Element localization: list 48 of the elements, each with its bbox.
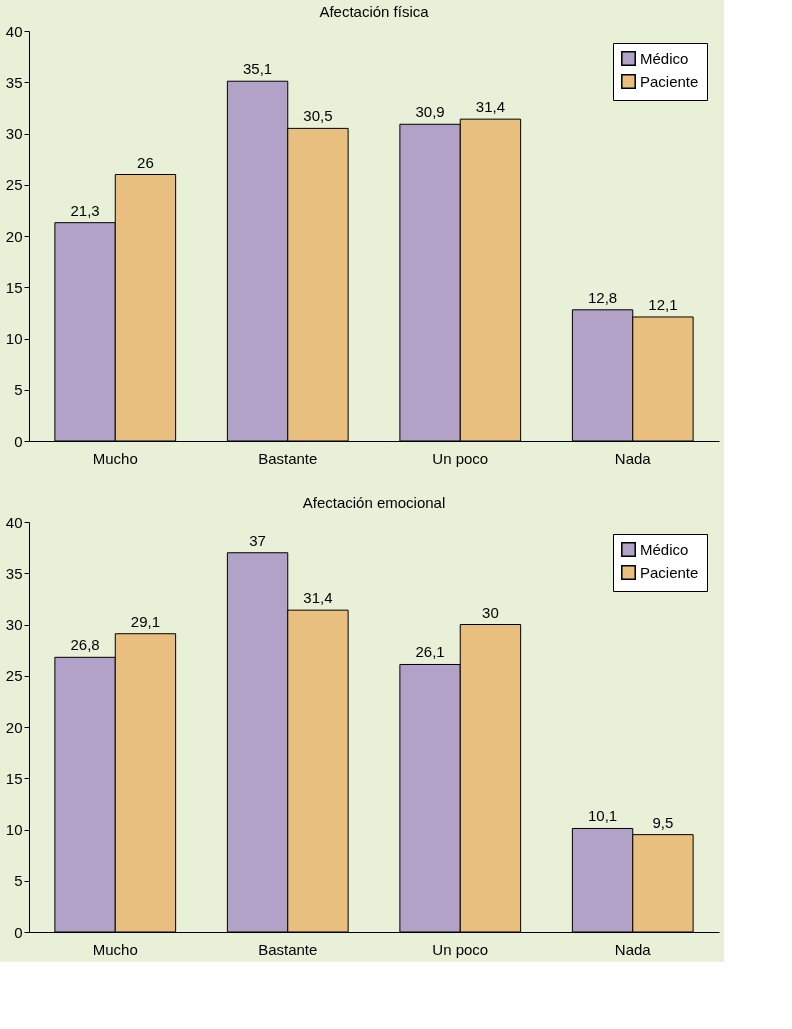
y-tick-label: 20 xyxy=(5,227,23,245)
x-tick-label: Un poco xyxy=(432,449,489,467)
y-tick-label: 35 xyxy=(5,73,23,91)
y-tick-label: 0 xyxy=(14,432,23,450)
x-tick-label: Nada xyxy=(614,449,652,467)
y-tick-label: 35 xyxy=(5,564,23,582)
data-label: 37 xyxy=(249,531,266,549)
data-label: 30,9 xyxy=(415,103,445,121)
x-tick-label: Un poco xyxy=(432,940,489,958)
x-tick-label: Bastante xyxy=(258,449,318,467)
data-label: 31,4 xyxy=(303,589,333,607)
y-tick-label: 30 xyxy=(5,616,23,633)
y-tick-label: 10 xyxy=(5,821,23,838)
data-label: 12,1 xyxy=(648,295,678,313)
chart-title: Afectación emocional xyxy=(302,494,446,511)
y-tick-label: 0 xyxy=(14,923,23,941)
x-tick-label: Nada xyxy=(614,940,652,958)
legend-label: Paciente xyxy=(640,72,699,90)
y-tick-label: 30 xyxy=(5,125,23,142)
data-label: 12,8 xyxy=(587,288,618,306)
data-label: 30,5 xyxy=(303,107,333,125)
chart-title: Afectación física xyxy=(319,3,430,20)
data-label: 29,1 xyxy=(130,612,161,630)
data-label: 26,1 xyxy=(415,643,445,661)
data-label: 31,4 xyxy=(475,98,506,116)
y-tick-label: 40 xyxy=(5,22,23,40)
y-tick-label: 5 xyxy=(14,872,23,890)
data-label: 9,5 xyxy=(652,813,674,831)
y-tick-label: 15 xyxy=(5,278,23,296)
legend-label: Médico xyxy=(640,49,689,67)
data-label: 26 xyxy=(137,153,154,171)
y-tick-label: 10 xyxy=(5,330,23,347)
legend-label: Paciente xyxy=(640,563,699,581)
data-label: 10,1 xyxy=(587,807,618,825)
y-tick-label: 15 xyxy=(5,769,23,787)
y-tick-label: 40 xyxy=(5,513,23,531)
x-tick-label: Mucho xyxy=(92,449,138,467)
y-tick-label: 25 xyxy=(5,176,23,194)
x-tick-label: Mucho xyxy=(92,940,138,958)
data-label: 26,8 xyxy=(70,636,100,654)
y-tick-label: 20 xyxy=(5,718,23,736)
y-tick-label: 5 xyxy=(14,381,23,399)
data-label: 30 xyxy=(482,603,499,621)
data-label: 21,3 xyxy=(70,201,100,219)
data-label: 35,1 xyxy=(242,60,273,78)
y-tick-label: 25 xyxy=(5,667,23,685)
x-tick-label: Bastante xyxy=(258,940,318,958)
legend-label: Médico xyxy=(640,540,689,558)
